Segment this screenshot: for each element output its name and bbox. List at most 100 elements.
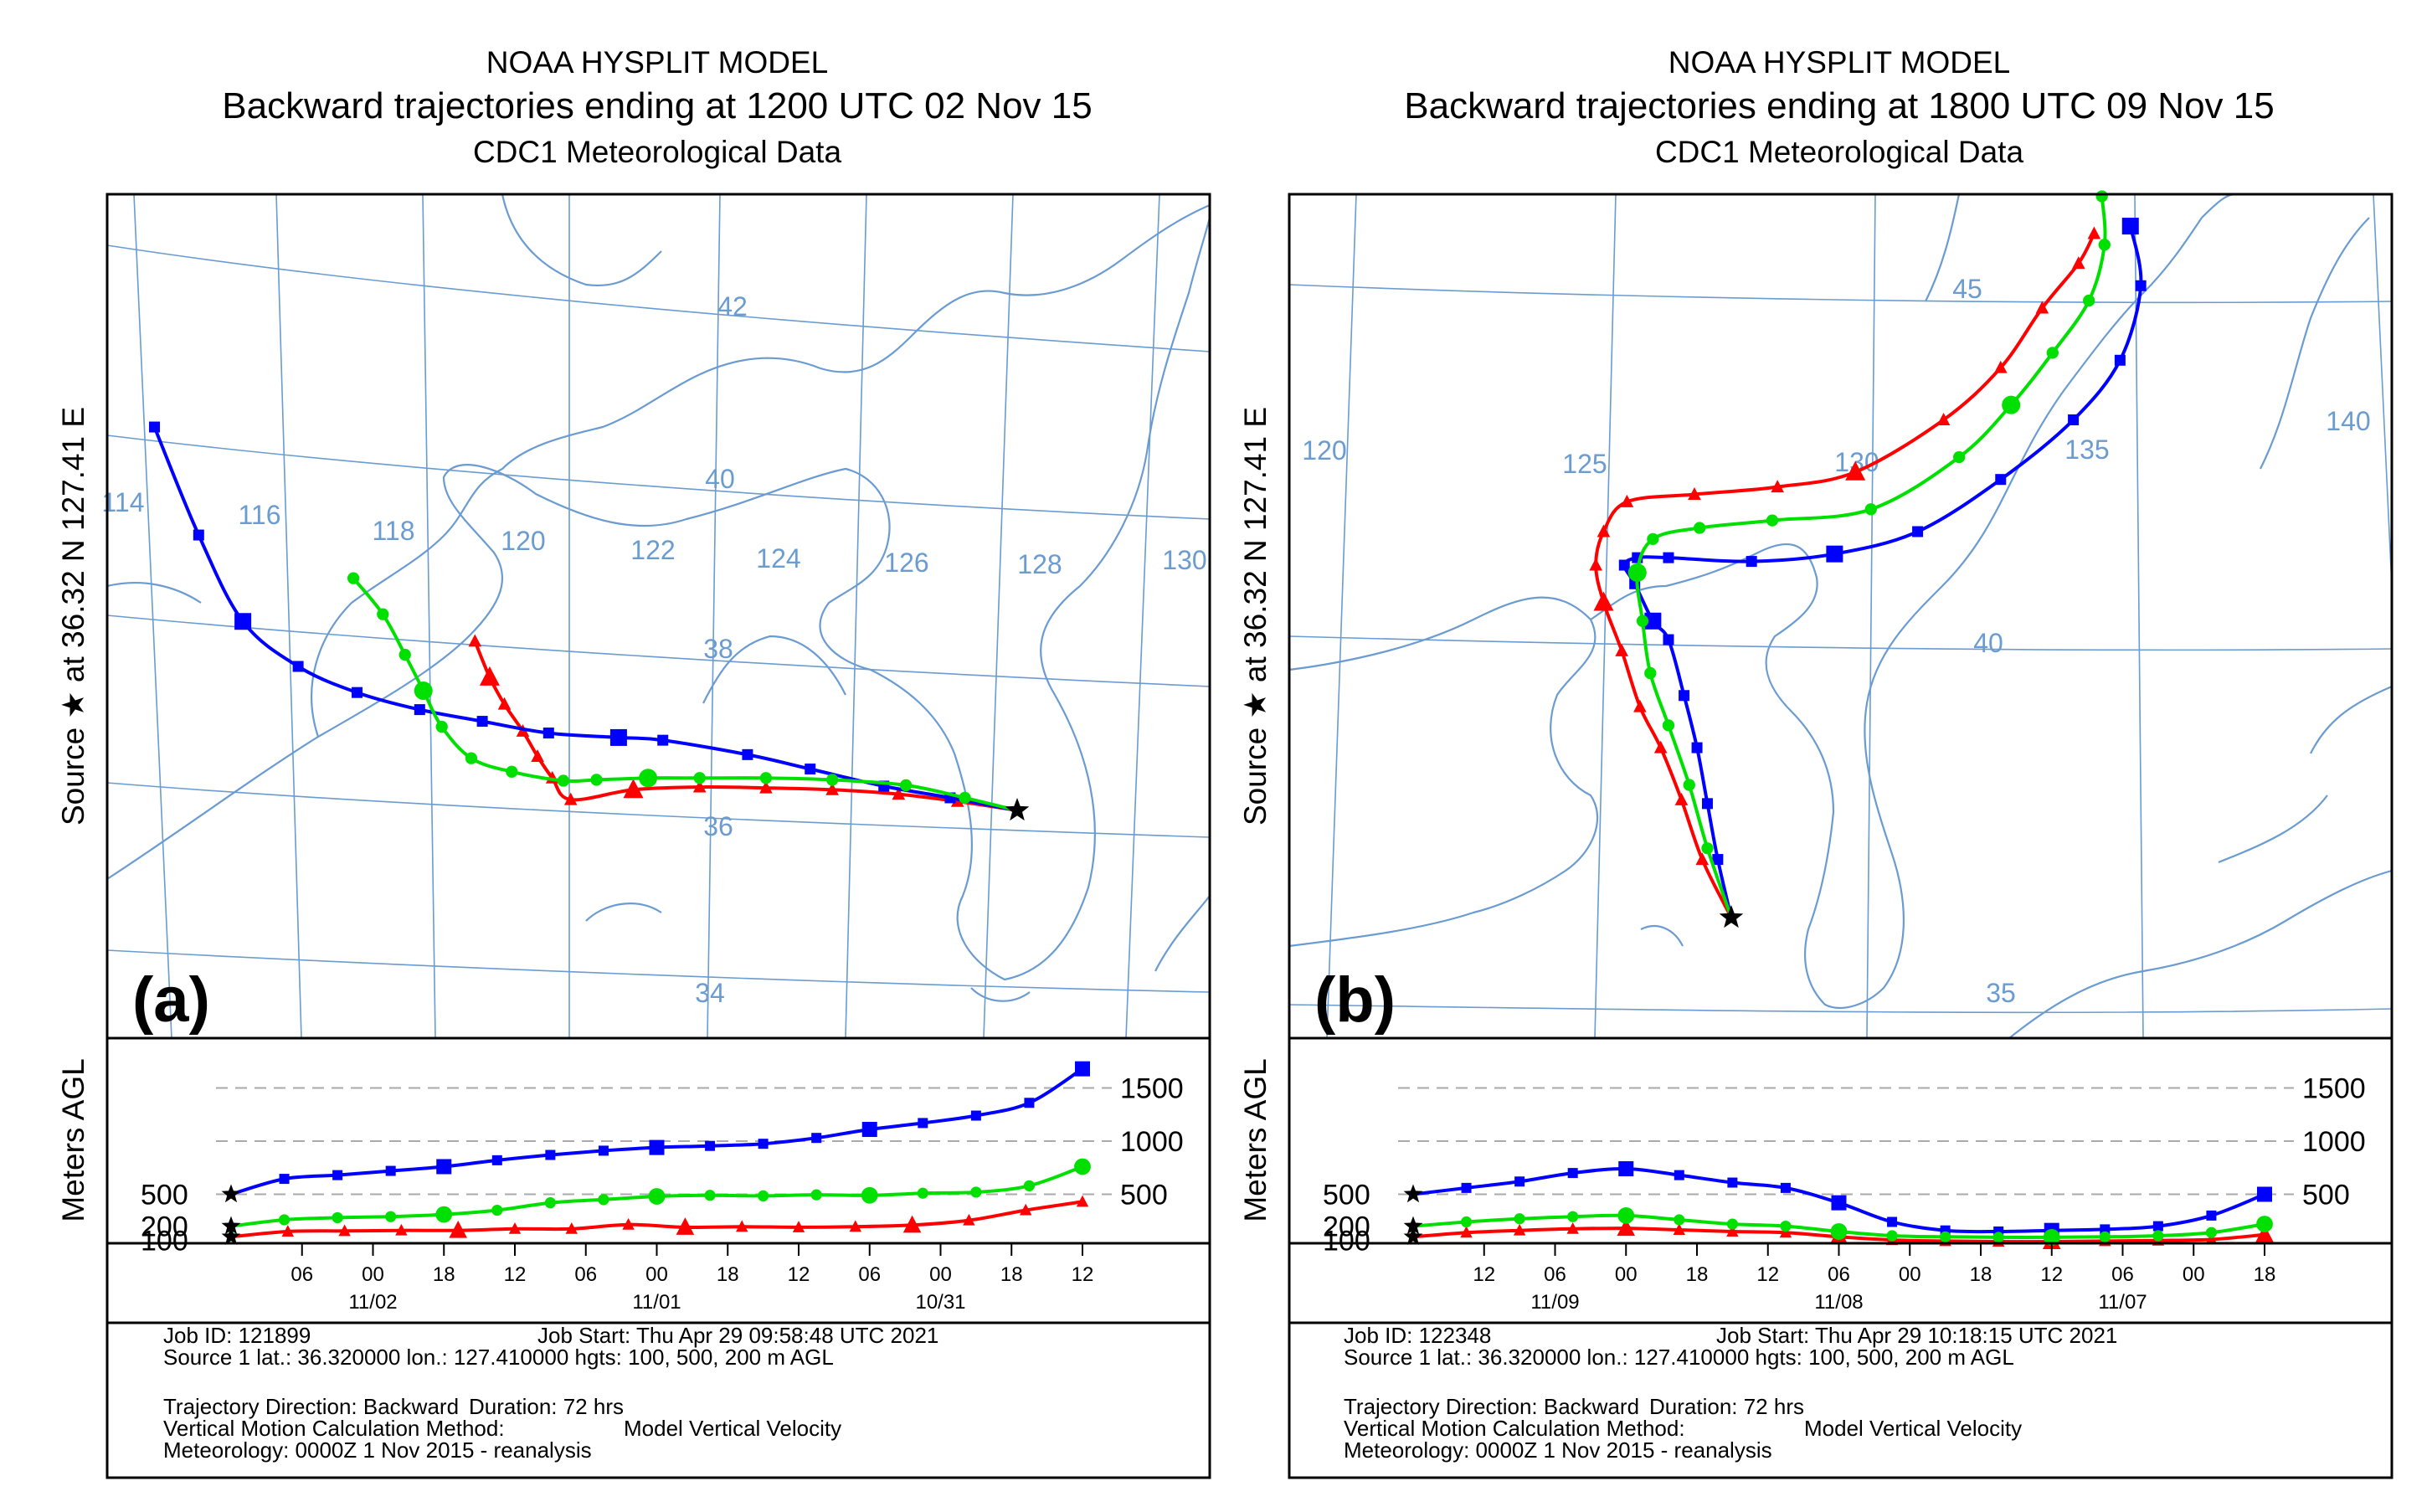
panel-b-traj-500-m-agl-point-10 — [1663, 552, 1674, 563]
panel-a-traj-200-m-agl-point-6 — [639, 769, 658, 788]
panel-b-title: NOAA HYSPLIT MODEL — [1668, 45, 2011, 80]
panel-a-traj-500-m-agl-point-12 — [234, 613, 252, 630]
panel-b-coastlines — [1288, 193, 2393, 1039]
panel-b-lon-label-135: 135 — [2064, 435, 2109, 465]
panel-a-lon-label-128: 128 — [1017, 549, 1062, 579]
panel-b-label: (b) — [1314, 964, 1396, 1036]
panel-a-traj-200-m-agl-point-8 — [557, 774, 570, 787]
panel-b-traj-200-m-agl-point-9 — [1766, 514, 1779, 527]
panel-a-lon-label-116: 116 — [238, 500, 280, 530]
panel-b-height-500-m-agl-point-9 — [1887, 1216, 1898, 1227]
panel-b-height-200-m-agl-point-6 — [1726, 1218, 1738, 1230]
panel-a-traj-200-m-agl-point-7 — [590, 774, 603, 786]
panel-a-height-200-m-agl-point-12 — [861, 1186, 878, 1204]
panel-b-time-tick-5: 06 — [1828, 1263, 1850, 1286]
panel-b-height-200-m-agl-point-4 — [1617, 1207, 1635, 1224]
panel-b-time-tick-2: 00 — [1615, 1263, 1638, 1286]
panel-a-height-200-m-agl-point-3 — [385, 1211, 397, 1222]
panel-b-traj-100-m-agl-point-16 — [2071, 256, 2085, 270]
panel-b-height-tick-1500: 1500 — [2302, 1073, 2366, 1105]
panel-a-height-500-m-agl-point-1 — [279, 1174, 290, 1185]
panel-b-duration: Duration: 72 hrs — [1649, 1394, 1804, 1419]
panel-a-height-500-m-agl-start-star — [221, 1184, 241, 1203]
panel-a-time-tick-7: 12 — [788, 1263, 810, 1286]
panel-b-height-500-m-agl-point-13 — [2100, 1224, 2111, 1235]
panel-b-height-200-m-agl-point-13 — [2099, 1231, 2111, 1242]
panel-a-vertical-method: Vertical Motion Calculation Method: — [163, 1416, 505, 1441]
panel-a-graticule — [106, 193, 1211, 1039]
panel-b-traj-500-m-agl-point-3 — [1691, 742, 1703, 753]
panel-b-traj-200-m-agl-line — [1635, 196, 2107, 918]
panel-b-trajectories — [1589, 190, 2147, 928]
panel-a-time-tick-11: 12 — [1072, 1263, 1094, 1286]
panel-a-time-ticks: 06 00 18 12 06 00 18 12 06 00 18 12 11/02 11/01 10/31 — [291, 1243, 1093, 1314]
panel-a-height-start-label-100: 100 — [141, 1225, 188, 1257]
panel-b-traj-100-m-agl-point-2 — [1674, 792, 1689, 805]
panel-a-height-100-m-agl-point-12 — [902, 1215, 922, 1233]
panel-b-traj-200-m-agl-point-8 — [1694, 522, 1706, 534]
panel-b-height-200-m-agl-point-16 — [2256, 1216, 2273, 1232]
panel-b-traj-500-m-agl-point-2 — [1701, 798, 1713, 810]
panel-b-job-start: Job Start: Thu Apr 29 10:18:15 UTC 2021 — [1716, 1323, 2117, 1348]
panel-a-height-200-m-agl-point-16 — [1074, 1158, 1091, 1175]
panel-b-traj-100-m-agl-point-11 — [1771, 480, 1784, 493]
panel-b-traj-200-m-agl-point-7 — [1647, 532, 1659, 546]
panel-b-height-200-m-agl-start-star — [1403, 1216, 1423, 1235]
panel-a-duration: Duration: 72 hrs — [469, 1394, 624, 1419]
panel-a-title: NOAA HYSPLIT MODEL — [486, 45, 829, 80]
panel-b-traj-500-m-agl-point-18 — [2121, 218, 2139, 235]
panel-b-height-tick-1000: 1000 — [2302, 1126, 2366, 1158]
panel-a-traj-100-m-agl-point-12 — [479, 666, 500, 686]
panel-a-height-500-m-agl-point-3 — [385, 1165, 396, 1176]
panel-a-height-100-m-agl-start-star — [221, 1227, 241, 1245]
panel-a-date-label-2: 10/31 — [915, 1291, 965, 1314]
panel-b-time-tick-10: 00 — [2183, 1263, 2205, 1286]
panel-a-traj-100-m-agl-point-7 — [563, 792, 578, 805]
panel-b-height-100-m-agl-point-6 — [1726, 1225, 1739, 1237]
panel-b-traj-100-m-agl-point-15 — [2035, 301, 2049, 314]
panel-b-height-100-m-agl-point-3 — [1566, 1221, 1579, 1234]
panel-b-height-100-m-agl-point-5 — [1673, 1223, 1686, 1236]
panel-b-height-500-m-agl-point-8 — [1831, 1195, 1847, 1211]
panel-a-traj-200-m-agl-point-1 — [959, 791, 971, 805]
panel-b-time-ticks: 12 06 00 18 12 06 00 18 12 06 00 18 11/09 11/08 11/07 — [1473, 1243, 2275, 1314]
panel-a-traj-200-m-agl-point-5 — [693, 772, 706, 784]
panel-a-info-box — [105, 1321, 1211, 1479]
panel-a-height-tick-1500: 1500 — [1120, 1073, 1184, 1105]
panel-a-subtitle: Backward trajectories ending at 1200 UTC… — [222, 85, 1092, 126]
panel-b-height-200-m-agl-point-9 — [1886, 1230, 1898, 1242]
panel-b-traj-100-m-agl-point-7 — [1589, 558, 1602, 571]
panel-a-lat-label-34: 34 — [695, 978, 725, 1008]
panel-b-traj-500-m-agl-point-11 — [1746, 556, 1757, 568]
panel-b-traj-200-m-agl-point-6 — [1627, 563, 1647, 582]
panel-b-traj-100-m-agl-point-3 — [1653, 740, 1668, 753]
panel-b-traj-100-m-agl-point-4 — [1633, 699, 1647, 712]
panel-b-source-line: Source 1 lat.: 36.320000 lon.: 127.41000… — [1344, 1345, 2014, 1370]
panel-b-date-label-2: 11/07 — [2098, 1291, 2147, 1314]
panel-b-time-tick-8: 12 — [2040, 1263, 2063, 1286]
panel-b-traj-500-m-agl-point-5 — [1663, 634, 1674, 645]
panel-b-traj-500-m-agl-point-1 — [1712, 854, 1724, 866]
panel-b-data-source: CDC1 Meteorological Data — [1655, 135, 2024, 169]
panel-b-lat-label-35: 35 — [1986, 978, 2016, 1008]
panel-b-lon-label-140: 140 — [2326, 406, 2370, 436]
panel-b-height-200-m-agl-point-1 — [1460, 1216, 1473, 1228]
panel-a-trajectories — [149, 421, 1030, 821]
panel-b-traj-100-m-agl-point-13 — [1936, 413, 1951, 425]
panel-b-traj-100-m-agl-point-10 — [1688, 487, 1701, 500]
panel-a-side-label: Source ★ at 36.32 N 127.41 E — [56, 407, 90, 825]
panel-a-height-500-m-agl-point-13 — [918, 1118, 928, 1129]
panel-b-traj-500-m-agl-point-4 — [1679, 690, 1690, 702]
panel-b-traj-500-m-agl-point-14 — [1995, 474, 2007, 486]
panel-b: NOAA HYSPLIT MODEL Backward trajectories… — [1238, 45, 2393, 1479]
panel-a-traj-100-m-agl-point-13 — [468, 634, 482, 647]
panel-a-traj-100-m-agl-point-9 — [531, 749, 544, 762]
panel-b-height-500-m-agl-start-star — [1403, 1184, 1423, 1203]
panel-a-height-tick-500: 500 — [1120, 1180, 1168, 1211]
panel-b-height-500-m-agl-point-16 — [2257, 1186, 2272, 1202]
panel-a-height-100-m-agl-point-14 — [1020, 1203, 1032, 1216]
panel-b-traj-100-m-agl-point-14 — [1993, 360, 2008, 373]
panel-a-height-200-m-agl-point-14 — [970, 1186, 982, 1198]
panel-a-height-200-m-agl-point-15 — [1023, 1180, 1036, 1191]
